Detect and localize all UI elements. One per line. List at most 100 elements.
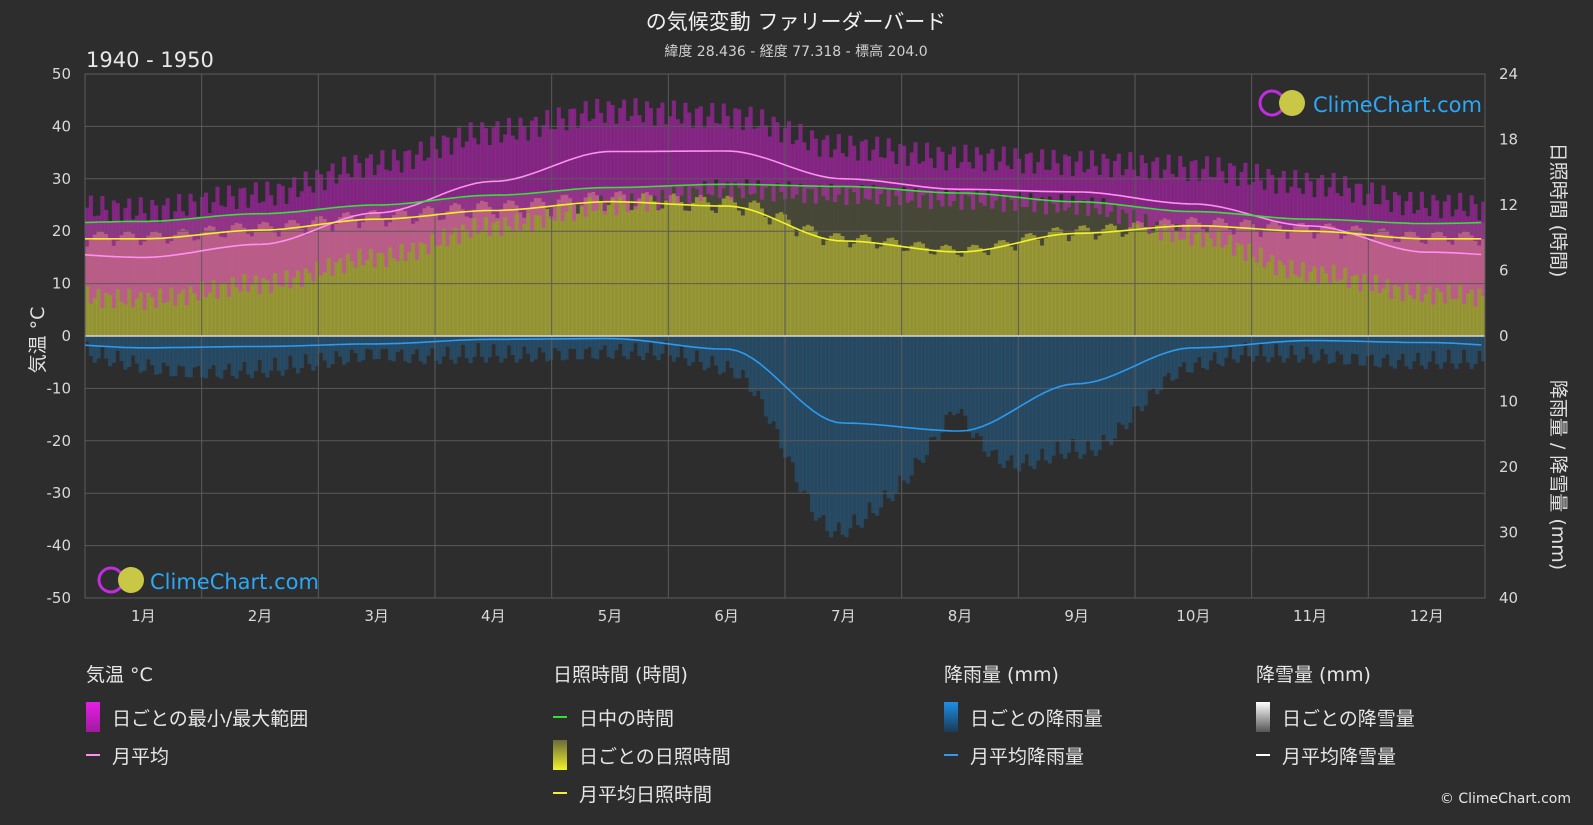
sunshine-bar (1239, 221, 1244, 336)
rain-bar (1481, 336, 1486, 362)
temp-range-bar (878, 157, 884, 195)
rain-bar (1220, 336, 1225, 367)
temp-range-bar (365, 158, 370, 260)
rain-bar (1304, 336, 1309, 347)
temp-range-bar (261, 201, 266, 279)
rain-bar (453, 336, 458, 364)
right-tick-label: 40 (1499, 589, 1518, 607)
sunshine-bar (1285, 238, 1290, 336)
sunshine-bar (483, 201, 489, 336)
rain-bar (422, 336, 427, 364)
temp-range-bar (664, 124, 669, 200)
daylight-bar (1043, 200, 1049, 239)
daylight-bar (219, 215, 224, 237)
month-tick-label: 10月 (1176, 607, 1210, 625)
rain-bar (1009, 336, 1014, 456)
daylight-bar (683, 185, 688, 211)
daylight-bar (1212, 212, 1217, 220)
daylight-bar (123, 221, 128, 232)
daylight-bar (257, 213, 262, 225)
sunshine-bar (1369, 238, 1375, 336)
month-tick-label: 9月 (1064, 607, 1089, 625)
sunshine-bar (269, 226, 274, 336)
legend-rain: 降雨量 (mm) 日ごとの降雨量 月平均降雨量 (944, 660, 1103, 774)
daylight-bar (1112, 203, 1118, 226)
daylight-bar (1442, 223, 1447, 236)
right-tick-label: 18 (1499, 131, 1518, 149)
temp-range-bar (1266, 169, 1271, 262)
rain-bar (1277, 336, 1283, 356)
legend-item: 月平均降雪量 (1256, 736, 1415, 774)
daylight-bar (108, 221, 113, 240)
rain-bar (698, 336, 703, 363)
sunshine-bar (925, 247, 930, 336)
rain-bar (108, 336, 113, 367)
rain-bar (963, 336, 968, 416)
temp-range-bar (368, 154, 373, 249)
temp-range-bar (587, 121, 592, 198)
rain-bar (1124, 336, 1129, 430)
daylight-bar (859, 186, 864, 235)
rain-bar (867, 336, 872, 503)
sunshine-bar (618, 191, 623, 336)
rain-bar (1408, 336, 1413, 370)
temp-range-bar (541, 125, 546, 228)
temp-range-bar (1032, 173, 1037, 213)
rain-bar (752, 336, 757, 397)
temp-range-bar (944, 170, 949, 190)
daylight-bar (341, 206, 347, 213)
temp-avg-line (84, 150, 1482, 259)
legend-sun-header: 日照時間 (時間) (553, 664, 688, 686)
rain-bar (1327, 336, 1332, 364)
daylight-bar (656, 186, 661, 211)
right-tick-label: 0 (1499, 327, 1509, 345)
sunshine-bar (1112, 225, 1118, 336)
rain-bar (1231, 336, 1236, 360)
sunshine-bar (825, 240, 830, 336)
temp-range-bar (88, 195, 93, 304)
daylight-bar (376, 205, 381, 213)
sunshine-bar (1032, 235, 1037, 336)
chart-subtitle: 緯度 28.436 - 経度 77.318 - 標高 204.0 (664, 43, 927, 60)
sunshine-bar (1162, 218, 1167, 336)
rain-bar (691, 336, 696, 363)
sunshine-bar (625, 201, 630, 336)
temp-range-bar (1009, 169, 1014, 200)
daylight-bar (1458, 223, 1463, 234)
temp-range-bar (1093, 165, 1098, 209)
sunshine-bar (115, 240, 120, 336)
temp-range-bar (1346, 188, 1352, 288)
daylight-bar (997, 195, 1003, 241)
rain-bar (1189, 336, 1194, 373)
temp-range-bar (1389, 211, 1394, 300)
month-tick-label: 8月 (948, 607, 973, 625)
temp-range-bar (744, 116, 749, 180)
temp-range-bar (1143, 163, 1148, 214)
sunshine-bar (671, 193, 676, 336)
daylight-bar (986, 194, 991, 256)
daylight-bar (1404, 223, 1409, 232)
sunshine-bar (982, 252, 987, 336)
sunshine-bar (664, 200, 669, 336)
daylight-bar (671, 185, 676, 194)
daylight-bar (1109, 203, 1114, 224)
temp-range-bar (779, 142, 784, 192)
temp-range-bar (1024, 154, 1029, 208)
daylight-bar (917, 191, 922, 242)
daylight-bar (928, 191, 933, 254)
sunshine-bar (518, 212, 523, 336)
daylight-bar (1262, 216, 1267, 230)
sunshine-bar (441, 219, 446, 336)
daylight-bar (529, 193, 535, 202)
sunshine-bar (579, 205, 584, 336)
rain-bar (832, 336, 838, 532)
daylight-bar (192, 218, 197, 241)
rain-bar (925, 336, 930, 456)
daylight-bar (925, 191, 930, 248)
rain-bar (940, 336, 945, 433)
sunshine-bar (886, 238, 891, 336)
rain-bar (990, 336, 995, 451)
sunshine-bar (472, 209, 477, 336)
daylight-bar (1036, 199, 1041, 240)
daylight-bar (994, 194, 999, 244)
